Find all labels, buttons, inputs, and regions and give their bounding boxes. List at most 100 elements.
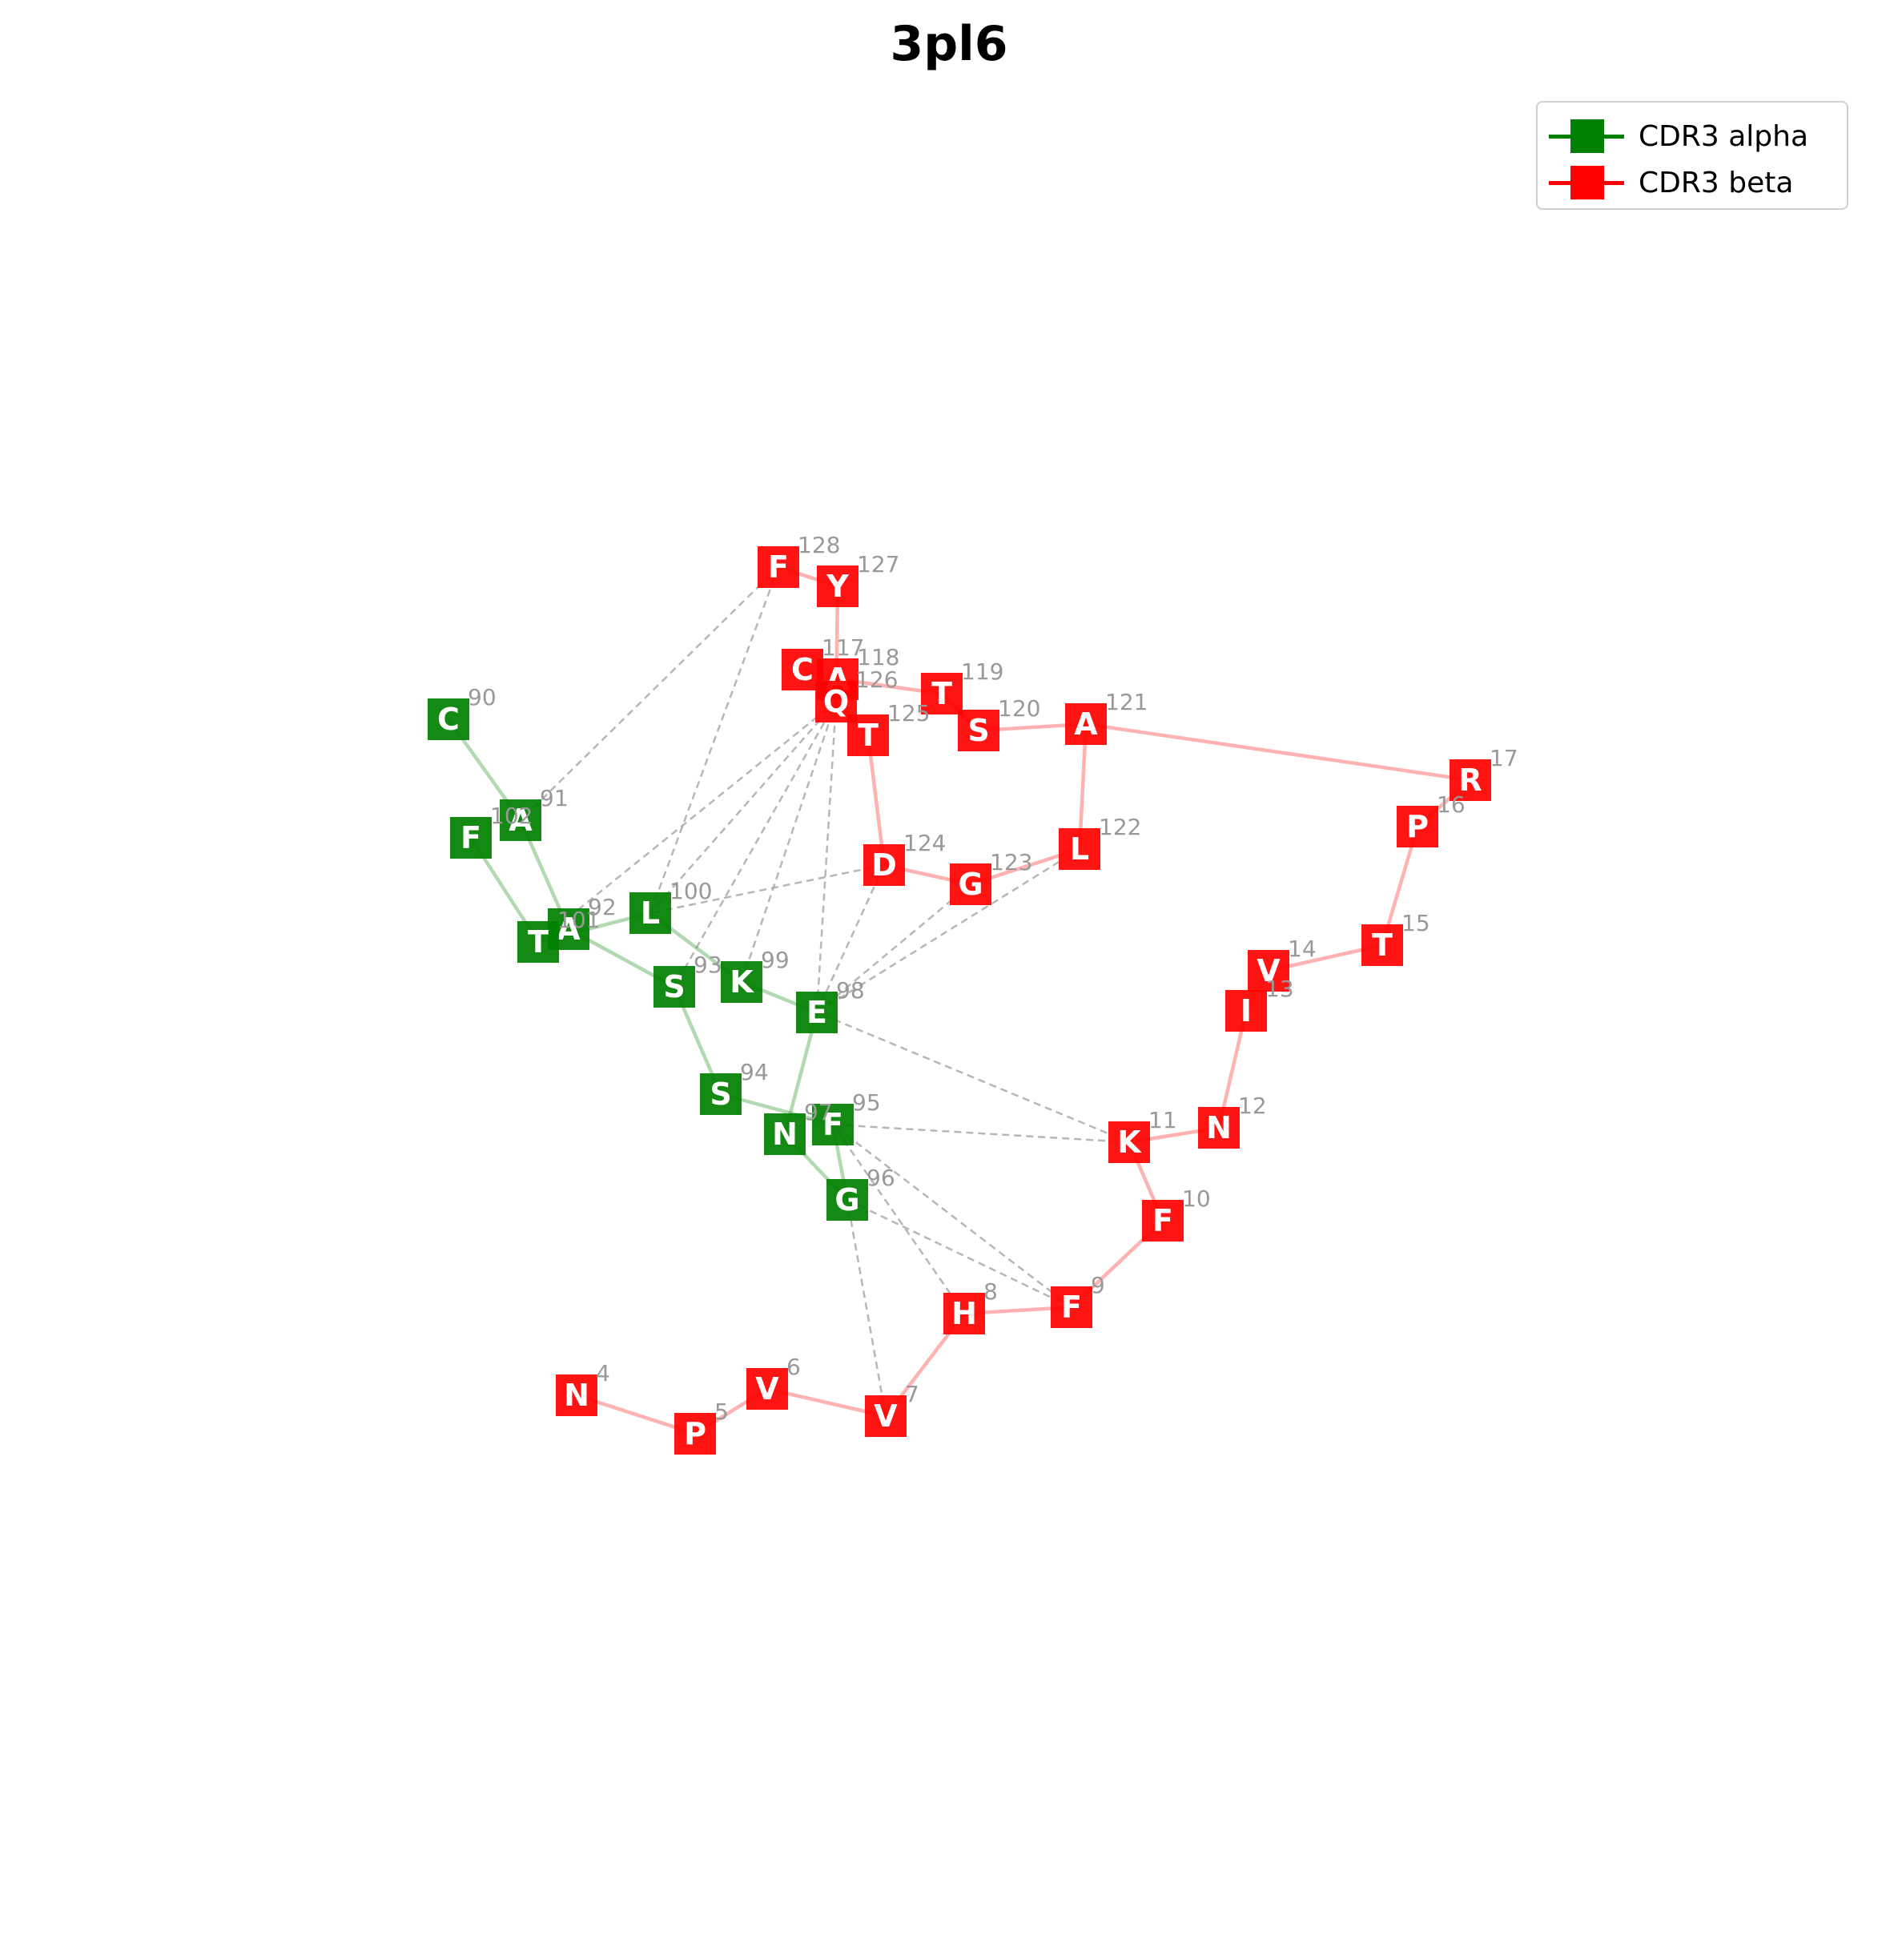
residue-number: 14 xyxy=(1288,936,1317,962)
residue-number: 4 xyxy=(596,1360,610,1386)
legend-item-cdr3-alpha: CDR3 alpha xyxy=(1549,115,1808,157)
residue-number: 98 xyxy=(836,977,865,1004)
beta-residue-7: V7 xyxy=(865,1381,919,1437)
residue-letter: H xyxy=(951,1296,977,1331)
residue-number: 13 xyxy=(1265,976,1294,1002)
residue-square xyxy=(1198,1107,1240,1149)
beta-residue-117: C 117 xyxy=(782,634,864,690)
residue-square xyxy=(1450,759,1491,801)
residue-square xyxy=(865,1395,907,1437)
residue-number: 11 xyxy=(1148,1107,1177,1133)
beta-residue-122: L 122 xyxy=(1059,814,1141,870)
alpha-residue-94: S 94 xyxy=(700,1059,769,1115)
residue-square xyxy=(450,817,492,859)
residue-letter: V xyxy=(755,1371,779,1407)
residue-number: 94 xyxy=(740,1059,769,1085)
residue-square xyxy=(1065,703,1107,745)
contact-edge xyxy=(649,566,780,914)
alpha-residue-101: T 101 xyxy=(517,907,600,963)
contact-edge xyxy=(816,883,971,1013)
contact-edge xyxy=(831,1124,966,1314)
contact-edge xyxy=(815,864,886,1013)
residue-square xyxy=(500,799,541,841)
residue-letter: A xyxy=(1074,706,1098,742)
residue-letter: F xyxy=(768,549,789,585)
residue-square xyxy=(812,1104,854,1145)
residue-letter: F xyxy=(1061,1290,1082,1325)
contacts-layer xyxy=(520,566,1130,1417)
residue-number: 96 xyxy=(867,1165,895,1191)
residue-letter: T xyxy=(931,676,952,711)
contact-edge xyxy=(649,701,837,914)
beta-residue-119: T 119 xyxy=(921,658,1003,714)
beta-residue-6: V6 xyxy=(746,1354,801,1410)
residue-letter: S xyxy=(967,713,989,748)
residue-square xyxy=(746,1368,788,1410)
alpha-residue-100: L 100 xyxy=(629,878,712,934)
residue-letter: I xyxy=(1241,993,1252,1028)
beta-residue-121: A 121 xyxy=(1065,689,1148,745)
residue-square xyxy=(1108,1121,1150,1163)
residue-square xyxy=(1225,990,1267,1032)
residue-number: 128 xyxy=(798,532,840,558)
residue-number: 91 xyxy=(540,785,569,811)
residue-square xyxy=(950,863,991,905)
residue-number: 17 xyxy=(1490,745,1518,771)
nodes-layer: C90A91A92S93S94F95G96N97E98K99L100T101F1… xyxy=(428,532,1518,1455)
residue-number: 16 xyxy=(1437,791,1466,818)
residue-letter: P xyxy=(1406,809,1429,844)
residue-number: 97 xyxy=(804,1099,833,1125)
residue-letter: C xyxy=(437,702,460,737)
legend: CDR3 alpha CDR3 beta xyxy=(1536,101,1848,210)
residue-letter: A xyxy=(557,912,581,947)
beta-residue-123: G 123 xyxy=(950,849,1032,905)
residue-number: 122 xyxy=(1099,814,1141,840)
alpha-residue-99: K 99 xyxy=(721,947,790,1003)
beta-residue-128: F 128 xyxy=(758,532,840,588)
alpha-residue-90: C 90 xyxy=(428,684,497,740)
residue-letter: K xyxy=(1117,1125,1142,1160)
residue-number: 117 xyxy=(822,634,864,661)
alpha-residue-93: S 93 xyxy=(653,952,722,1008)
residue-letter: L xyxy=(1070,831,1089,867)
legend-swatch-beta xyxy=(1549,162,1624,203)
beta-residue-15: T 15 xyxy=(1361,910,1430,966)
contact-edge xyxy=(846,1198,1072,1309)
residue-square xyxy=(700,1073,742,1115)
contact-edge xyxy=(740,701,838,983)
residue-number: 120 xyxy=(998,695,1040,722)
residue-letter: Y xyxy=(826,569,849,604)
residue-number: 92 xyxy=(588,894,617,920)
residue-letter: A xyxy=(509,803,533,838)
residue-square xyxy=(1059,828,1100,870)
residue-number: 100 xyxy=(670,878,712,904)
beta-backbone-edge xyxy=(866,734,887,866)
alpha-residue-95: F 95 xyxy=(812,1089,881,1145)
residue-square xyxy=(1397,806,1438,847)
residue-square xyxy=(815,681,857,722)
residue-square xyxy=(796,992,838,1033)
contact-edge xyxy=(673,701,838,988)
residue-number: 123 xyxy=(990,849,1032,875)
residue-number: 9 xyxy=(1091,1272,1105,1298)
residue-number: 118 xyxy=(857,644,899,670)
residue-number: 93 xyxy=(694,952,722,978)
residue-square xyxy=(921,673,963,714)
beta-residue-127: Y 127 xyxy=(817,551,899,607)
residue-letter: D xyxy=(871,847,897,883)
residue-number: 10 xyxy=(1182,1185,1211,1212)
beta-residue-11: K11 xyxy=(1108,1107,1177,1163)
residue-letter: V xyxy=(1257,953,1281,988)
residue-number: 127 xyxy=(857,551,899,578)
contact-edge xyxy=(832,1123,1130,1144)
alpha-residue-102: F 102 xyxy=(450,803,533,859)
residue-number: 6 xyxy=(786,1354,801,1380)
beta-residue-4: N4 xyxy=(556,1360,610,1416)
beta-residue-9: F9 xyxy=(1051,1272,1105,1328)
residue-letter: N xyxy=(772,1117,798,1152)
residue-letter: S xyxy=(663,969,685,1004)
residue-square xyxy=(1248,950,1289,992)
residue-letter: Q xyxy=(823,684,849,719)
residue-letter: S xyxy=(710,1077,731,1112)
